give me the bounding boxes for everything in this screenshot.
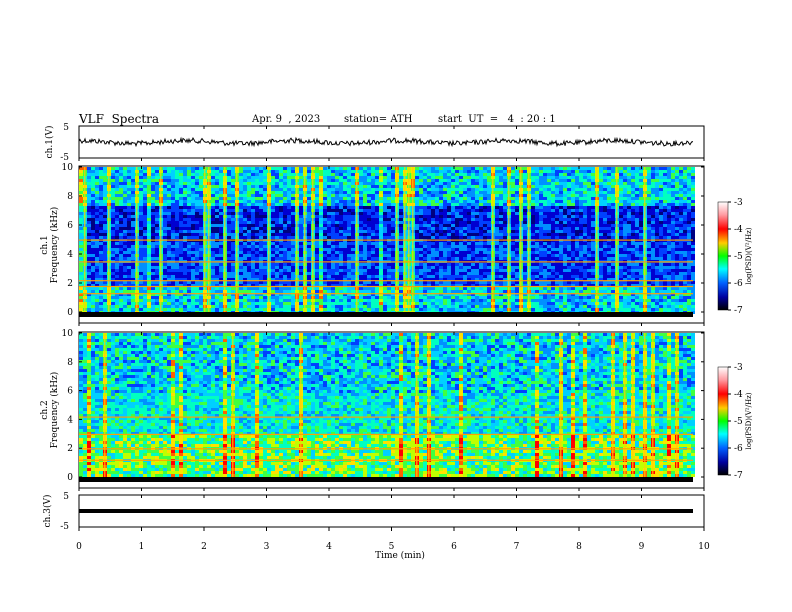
x-tick-label: 7 <box>514 542 520 552</box>
colorbar-tick-label: -5 <box>734 417 743 427</box>
y-tick-label: 6 <box>67 221 73 231</box>
ch1-waveform-line <box>78 136 694 148</box>
y-tick-label: 2 <box>67 279 73 289</box>
y-tick-label: -5 <box>60 522 69 532</box>
y-tick-label: 10 <box>62 329 74 339</box>
colorbar-tick-label: -3 <box>734 198 743 208</box>
y-tick-label: 5 <box>63 492 69 502</box>
colorbar-tick-label: -7 <box>734 306 743 316</box>
x-tick-label: 6 <box>451 542 457 552</box>
y-tick-label: 2 <box>67 444 73 454</box>
ch1-spectrogram <box>78 165 705 324</box>
colorbar-tick-label: -7 <box>734 471 743 481</box>
y-tick-label: -5 <box>60 153 69 163</box>
colorbar-tick-label: -4 <box>734 225 743 235</box>
y-tick-label: 6 <box>67 387 73 397</box>
spec1-channel-label: ch.1 <box>40 235 50 254</box>
ch3-waveform-line <box>79 509 693 513</box>
colorbar-ch1 <box>717 201 729 311</box>
spec2-channel-label: ch.2 <box>40 400 50 419</box>
spec1-freq-label: Frequency (kHz) <box>49 207 60 284</box>
spec1-cells <box>79 167 695 317</box>
ch1-axis-label: ch.1(V) <box>44 126 55 159</box>
x-tick-label: 0 <box>76 542 82 552</box>
date-label: Apr. 9 , 2023 <box>252 114 321 125</box>
y-tick-label: 4 <box>67 415 73 425</box>
x-tick-label: 1 <box>139 542 145 552</box>
x-axis-label: Time (min) <box>375 550 425 561</box>
y-tick-label: 0 <box>67 473 73 483</box>
colorbar-tick-label: -6 <box>734 279 743 289</box>
x-tick-label: 8 <box>576 542 582 552</box>
station-label: station= ATH <box>344 114 413 125</box>
y-tick-label: 5 <box>63 123 69 133</box>
y-tick-label: 0 <box>67 308 73 318</box>
colorbar-ch2 <box>717 366 729 476</box>
spec2-cells <box>79 333 695 482</box>
x-tick-label: 2 <box>201 542 207 552</box>
ch2-spectrogram <box>78 331 705 489</box>
colorbar-ch2-label: log(PSD)(V²/Hz) <box>745 392 753 449</box>
y-tick-label: 4 <box>67 250 73 260</box>
y-tick-label: 10 <box>62 163 74 173</box>
colorbar-tick-label: -5 <box>734 252 743 262</box>
spec2-freq-label: Frequency (kHz) <box>49 372 60 449</box>
ch1-waveform-panel <box>78 125 705 159</box>
x-tick-label: 4 <box>326 542 332 552</box>
ch3-waveform-panel <box>78 494 705 528</box>
chart-title: VLF Spectra <box>79 112 160 126</box>
start-time-label: start UT = 4 : 20 : 1 <box>438 114 556 125</box>
x-tick-label: 9 <box>639 542 645 552</box>
colorbar-tick-label: -6 <box>734 444 743 454</box>
x-tick-label: 3 <box>264 542 270 552</box>
colorbar-tick-label: -4 <box>734 390 743 400</box>
ch3-axis-label: ch.3(V) <box>42 495 53 528</box>
y-tick-label: 8 <box>67 192 73 202</box>
colorbar-tick-label: -3 <box>734 363 743 373</box>
x-tick-label: 10 <box>698 542 710 552</box>
x-tick-label: 5 <box>389 542 395 552</box>
y-tick-label: 8 <box>67 358 73 368</box>
colorbar-ch1-label: log(PSD)(V²/Hz) <box>745 227 753 284</box>
